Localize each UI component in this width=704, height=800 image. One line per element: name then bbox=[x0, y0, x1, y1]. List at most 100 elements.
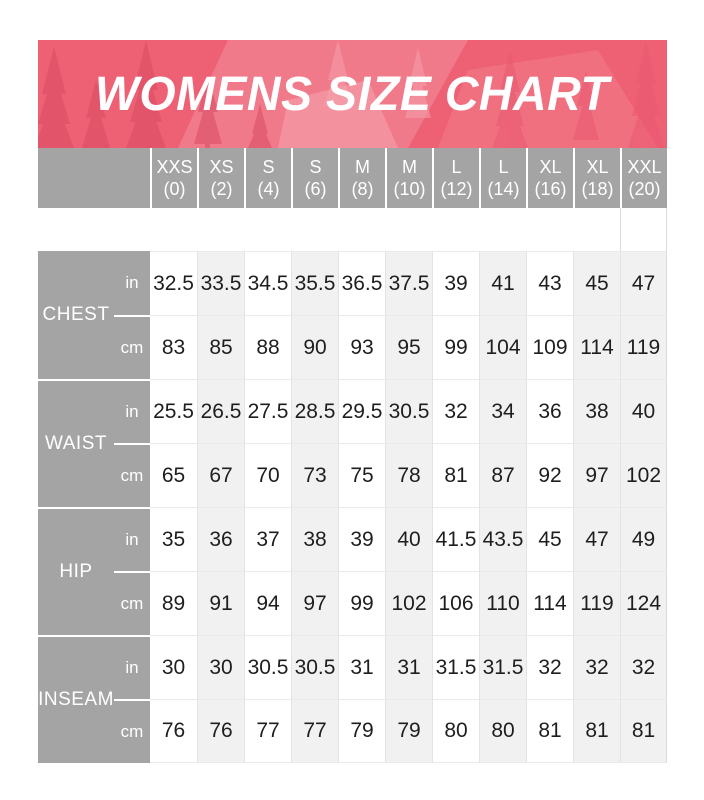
chart-title: WOMENS SIZE CHART bbox=[95, 67, 610, 121]
value-cell: 43.5 bbox=[479, 507, 526, 571]
value-cell: 94 bbox=[244, 571, 291, 635]
value-cell: 88 bbox=[244, 315, 291, 379]
value-cell: 32 bbox=[620, 635, 667, 699]
value-cell: 106 bbox=[432, 571, 479, 635]
size-label: M bbox=[355, 156, 370, 177]
size-number: (10) bbox=[393, 179, 426, 199]
value-cell: 91 bbox=[197, 571, 244, 635]
measurement-section-chest: CHEST in 32.5 33.5 34.5 35.5 36.5 37.5 39 41 43 45 4… bbox=[38, 251, 667, 379]
value-cell: 87 bbox=[479, 443, 526, 507]
value-cell: 89 bbox=[150, 571, 197, 635]
value-cell: 90 bbox=[291, 315, 338, 379]
unit-label: cm bbox=[114, 443, 150, 507]
value-cell: 119 bbox=[620, 315, 667, 379]
value-cell: 30 bbox=[150, 635, 197, 699]
value-cell: 34.5 bbox=[244, 251, 291, 315]
value-cell: 119 bbox=[573, 571, 620, 635]
value-cell: 93 bbox=[338, 315, 385, 379]
value-cell: 45 bbox=[526, 507, 573, 571]
value-cell: 77 bbox=[244, 699, 291, 763]
header-blank-cell bbox=[38, 148, 150, 208]
value-cell: 114 bbox=[526, 571, 573, 635]
size-col-header: XL (16) bbox=[526, 148, 573, 208]
value-cell: 81 bbox=[432, 443, 479, 507]
spacer-row bbox=[38, 208, 667, 251]
value-cell: 99 bbox=[432, 315, 479, 379]
value-cell: 37 bbox=[244, 507, 291, 571]
measurement-section-hip: HIP in 35 36 37 38 39 40 41.5 43.5 45 47 49 cm 89 91 94 9… bbox=[38, 507, 667, 635]
value-cell: 31.5 bbox=[479, 635, 526, 699]
value-cell: 83 bbox=[150, 315, 197, 379]
value-cell: 109 bbox=[526, 315, 573, 379]
value-cell: 36.5 bbox=[338, 251, 385, 315]
value-cell: 36 bbox=[197, 507, 244, 571]
value-cell: 77 bbox=[291, 699, 338, 763]
size-number: (12) bbox=[440, 179, 473, 199]
value-cell: 40 bbox=[385, 507, 432, 571]
value-cell: 81 bbox=[573, 699, 620, 763]
unit-label: cm bbox=[114, 699, 150, 763]
size-number: (6) bbox=[304, 179, 327, 199]
size-label: S bbox=[262, 156, 275, 177]
size-col-header: XXL (20) bbox=[620, 148, 667, 208]
measurement-label: HIP bbox=[38, 507, 114, 635]
size-label: M bbox=[402, 156, 417, 177]
value-cell: 41 bbox=[479, 251, 526, 315]
value-cell: 28.5 bbox=[291, 379, 338, 443]
size-header-row: XXS (0) XS (2) S (4) S (6) M (8) M (10) L (12) L (14) XL… bbox=[38, 148, 667, 208]
size-number: (4) bbox=[257, 179, 280, 199]
size-label: XXS bbox=[156, 156, 193, 177]
value-cell: 110 bbox=[479, 571, 526, 635]
unit-label: in bbox=[114, 635, 150, 699]
value-cell: 35.5 bbox=[291, 251, 338, 315]
value-cell: 32 bbox=[432, 379, 479, 443]
value-cell: 40 bbox=[620, 379, 667, 443]
value-cell: 47 bbox=[620, 251, 667, 315]
value-cell: 79 bbox=[338, 699, 385, 763]
value-cell: 73 bbox=[291, 443, 338, 507]
spacer-xxl-column bbox=[620, 208, 667, 251]
value-cell: 31.5 bbox=[432, 635, 479, 699]
value-cell: 80 bbox=[479, 699, 526, 763]
value-cell: 70 bbox=[244, 443, 291, 507]
value-cell: 30.5 bbox=[385, 379, 432, 443]
size-col-header: XS (2) bbox=[197, 148, 244, 208]
value-cell: 31 bbox=[338, 635, 385, 699]
size-number: (14) bbox=[487, 179, 520, 199]
value-cell: 41.5 bbox=[432, 507, 479, 571]
value-cell: 85 bbox=[197, 315, 244, 379]
size-label: XL bbox=[539, 156, 562, 177]
unit-label: in bbox=[114, 251, 150, 315]
size-number: (16) bbox=[534, 179, 567, 199]
value-cell: 45 bbox=[573, 251, 620, 315]
size-col-header: L (14) bbox=[479, 148, 526, 208]
value-cell: 32 bbox=[526, 635, 573, 699]
size-number: (2) bbox=[210, 179, 233, 199]
value-cell: 76 bbox=[150, 699, 197, 763]
value-cell: 39 bbox=[432, 251, 479, 315]
size-chart-banner: WOMENS SIZE CHART bbox=[38, 40, 667, 148]
value-cell: 38 bbox=[573, 379, 620, 443]
size-table-body: CHEST in 32.5 33.5 34.5 35.5 36.5 37.5 39 41 43 45 4… bbox=[38, 251, 667, 763]
value-cell: 81 bbox=[526, 699, 573, 763]
size-label: S bbox=[309, 156, 322, 177]
size-number: (20) bbox=[628, 179, 661, 199]
value-cell: 75 bbox=[338, 443, 385, 507]
value-cell: 34 bbox=[479, 379, 526, 443]
value-cell: 67 bbox=[197, 443, 244, 507]
value-cell: 29.5 bbox=[338, 379, 385, 443]
size-number: (18) bbox=[581, 179, 614, 199]
value-cell: 39 bbox=[338, 507, 385, 571]
value-cell: 25.5 bbox=[150, 379, 197, 443]
value-cell: 97 bbox=[291, 571, 338, 635]
size-label: L bbox=[498, 156, 509, 177]
value-cell: 49 bbox=[620, 507, 667, 571]
measurement-label: WAIST bbox=[38, 379, 114, 507]
value-cell: 65 bbox=[150, 443, 197, 507]
value-cell: 124 bbox=[620, 571, 667, 635]
measurement-label: CHEST bbox=[38, 251, 114, 379]
size-col-header: S (4) bbox=[244, 148, 291, 208]
value-cell: 92 bbox=[526, 443, 573, 507]
value-cell: 81 bbox=[620, 699, 667, 763]
value-cell: 102 bbox=[620, 443, 667, 507]
